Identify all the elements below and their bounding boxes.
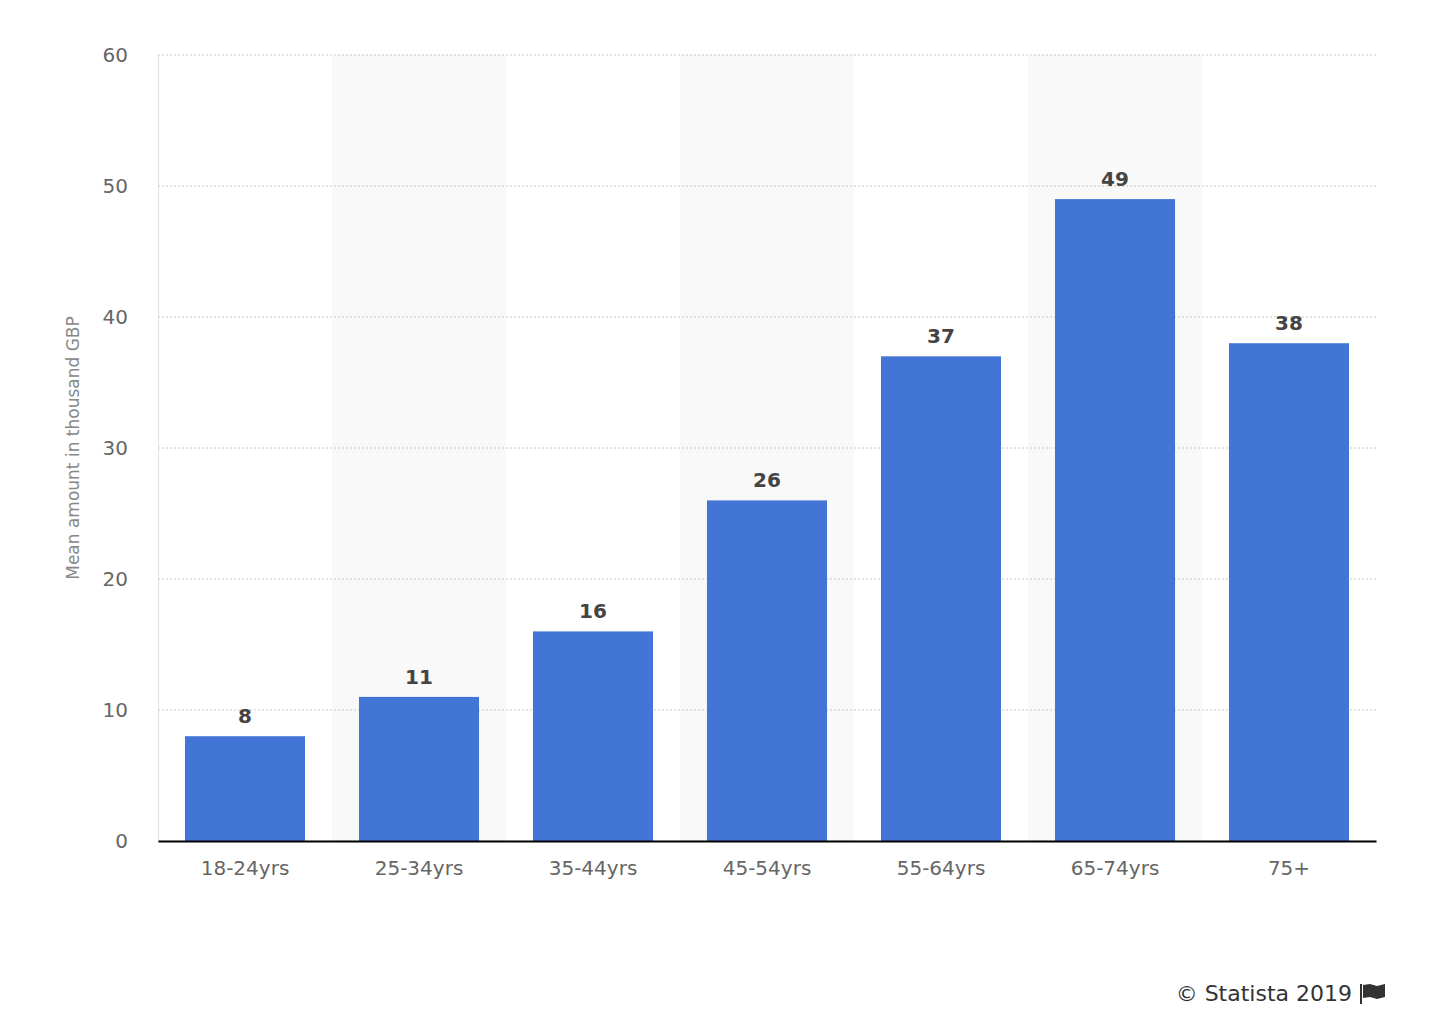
y-tick-label: 50 xyxy=(103,174,128,198)
y-tick: 0 xyxy=(115,829,158,853)
y-tick-label: 0 xyxy=(115,829,128,853)
y-tick-label: 20 xyxy=(103,567,128,591)
y-tick-label: 30 xyxy=(103,436,128,460)
data-label: 37 xyxy=(927,324,955,348)
data-label: 38 xyxy=(1275,311,1303,335)
chart: 0 10 20 30 40 50 60 18-24yrs 25-34yrs 35-44yrs 45-… xyxy=(0,0,1434,1028)
bar xyxy=(533,631,653,841)
flag-pole xyxy=(1360,984,1362,1004)
x-tick-label: 35-44yrs xyxy=(549,856,638,880)
x-tick: 65-74yrs xyxy=(1071,841,1160,880)
bar xyxy=(707,500,827,841)
y-tick: 40 xyxy=(103,305,158,329)
x-tick: 55-64yrs xyxy=(897,841,986,880)
y-axis-title: Mean amount in thousand GBP xyxy=(63,316,83,580)
bar xyxy=(1055,199,1175,841)
y-axis-line xyxy=(158,56,159,842)
y-tick-label: 10 xyxy=(103,698,128,722)
x-tick: 35-44yrs xyxy=(549,841,638,880)
grid-line xyxy=(158,317,1376,318)
grid-line xyxy=(158,55,1376,56)
plot: 0 10 20 30 40 50 60 18-24yrs 25-34yrs 35-44yrs 45-… xyxy=(103,43,1377,880)
y-axis: 0 10 20 30 40 50 60 xyxy=(103,43,159,853)
y-tick: 50 xyxy=(103,174,158,198)
x-tick: 18-24yrs xyxy=(201,841,290,880)
x-tick-label: 18-24yrs xyxy=(201,856,290,880)
flag-icon xyxy=(1360,984,1385,1004)
bar xyxy=(881,356,1001,841)
grid-line xyxy=(158,186,1376,187)
data-labels: 8 11 16 26 37 49 38 xyxy=(238,167,1303,728)
x-tick-label: 65-74yrs xyxy=(1071,856,1160,880)
x-tick: 45-54yrs xyxy=(723,841,812,880)
data-label: 26 xyxy=(753,468,781,492)
data-label: 11 xyxy=(405,665,433,689)
x-tick-label: 45-54yrs xyxy=(723,856,812,880)
data-label: 8 xyxy=(238,704,252,728)
x-axis-line xyxy=(159,841,1377,843)
grid xyxy=(158,55,1376,841)
x-tick: 75+ xyxy=(1268,841,1310,880)
flag-cloth xyxy=(1363,984,1385,999)
x-tick-label: 25-34yrs xyxy=(375,856,464,880)
bars xyxy=(185,199,1349,841)
y-tick-label: 40 xyxy=(103,305,128,329)
bar xyxy=(1229,343,1349,841)
x-tick-label: 55-64yrs xyxy=(897,856,986,880)
source: © Statista 2019 xyxy=(1176,981,1352,1006)
data-label: 49 xyxy=(1101,167,1129,191)
x-tick-label: 75+ xyxy=(1268,856,1310,880)
y-tick: 30 xyxy=(103,436,158,460)
grid-line xyxy=(158,448,1376,449)
y-tick-label: 60 xyxy=(103,43,128,67)
grid-line xyxy=(158,841,1376,842)
y-tick: 60 xyxy=(103,43,158,67)
y-tick: 10 xyxy=(103,698,158,722)
bar xyxy=(359,697,479,841)
x-axis: 18-24yrs 25-34yrs 35-44yrs 45-54yrs 55-64yrs… xyxy=(159,841,1377,880)
data-label: 16 xyxy=(579,599,607,623)
y-tick: 20 xyxy=(103,567,158,591)
x-tick: 25-34yrs xyxy=(375,841,464,880)
bar xyxy=(185,736,305,841)
